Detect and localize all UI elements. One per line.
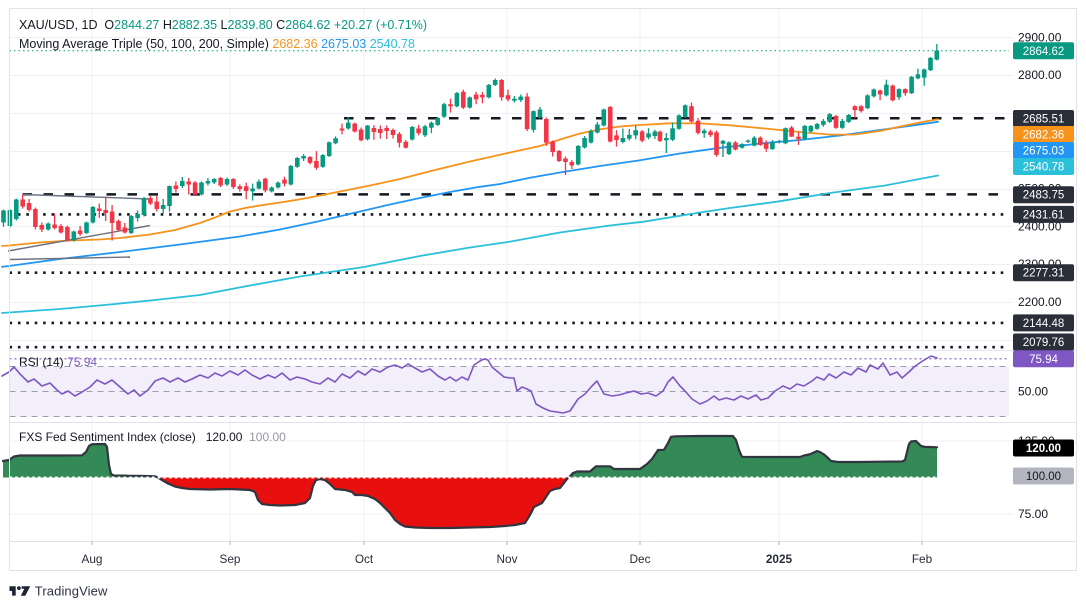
svg-text:2675.03: 2675.03	[1023, 146, 1065, 158]
svg-text:2277.31: 2277.31	[1023, 268, 1065, 280]
svg-text:2079.76: 2079.76	[1023, 337, 1065, 349]
svg-text:2864.62: 2864.62	[1023, 46, 1065, 58]
svg-text:120.00: 120.00	[1026, 443, 1061, 455]
svg-text:75.94: 75.94	[1029, 354, 1058, 366]
svg-text:100.00: 100.00	[1026, 471, 1061, 483]
svg-text:Nov: Nov	[497, 552, 518, 566]
svg-text:FXS Fed Sentiment Index (close: FXS Fed Sentiment Index (close) 120.00 1…	[19, 430, 286, 444]
svg-text:50.00: 50.00	[1018, 385, 1048, 399]
svg-text:TradingView: TradingView	[35, 584, 108, 599]
svg-text:Feb: Feb	[912, 552, 933, 566]
svg-text:75.00: 75.00	[1018, 507, 1048, 521]
svg-text:2144.48: 2144.48	[1023, 318, 1065, 330]
svg-text:Aug: Aug	[82, 552, 103, 566]
svg-text:2431.61: 2431.61	[1023, 209, 1065, 221]
svg-text:RSI (14) 75.94: RSI (14) 75.94	[19, 355, 97, 369]
svg-text:2200.00: 2200.00	[1018, 295, 1062, 309]
svg-text:2800.00: 2800.00	[1018, 68, 1062, 82]
svg-text:2483.75: 2483.75	[1023, 190, 1065, 202]
svg-text:2540.78: 2540.78	[1023, 162, 1065, 174]
svg-text:2900.00: 2900.00	[1018, 30, 1062, 44]
svg-text:XAU/USD, 1D O2844.27 H2882.35: XAU/USD, 1D O2844.27 H2882.35 L2839.80 C…	[19, 18, 427, 32]
svg-text:Sep: Sep	[220, 552, 241, 566]
svg-text:Dec: Dec	[630, 552, 651, 566]
svg-text:Oct: Oct	[355, 552, 374, 566]
svg-text:2025: 2025	[766, 552, 793, 566]
svg-text:2682.36: 2682.36	[1023, 130, 1065, 142]
svg-text:2685.51: 2685.51	[1023, 114, 1065, 126]
svg-text:Moving Average Triple (50, 100: Moving Average Triple (50, 100, 200, Sim…	[19, 37, 415, 51]
